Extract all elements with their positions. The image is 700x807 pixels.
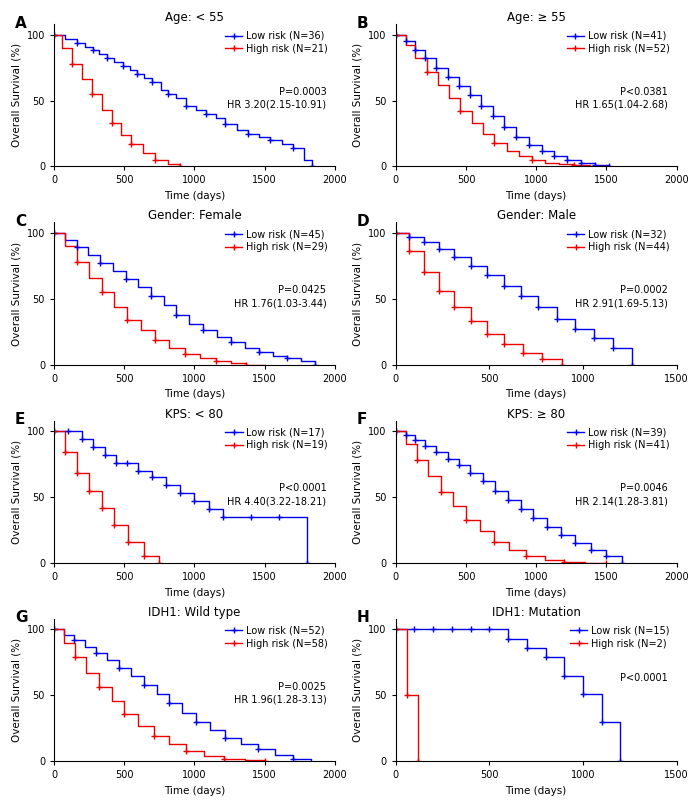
X-axis label: Time (days): Time (days) <box>164 786 225 796</box>
Title: IDH1: Mutation: IDH1: Mutation <box>491 606 580 619</box>
Text: G: G <box>15 610 27 625</box>
Legend: Low risk (N=17), High risk (N=19): Low risk (N=17), High risk (N=19) <box>223 425 330 453</box>
X-axis label: Time (days): Time (days) <box>164 191 225 201</box>
Text: P=0.0425
HR 1.76(1.03-3.44): P=0.0425 HR 1.76(1.03-3.44) <box>234 285 326 308</box>
X-axis label: Time (days): Time (days) <box>505 389 567 399</box>
Y-axis label: Overall Survival (%): Overall Survival (%) <box>353 638 363 742</box>
X-axis label: Time (days): Time (days) <box>505 587 567 598</box>
Title: Gender: Female: Gender: Female <box>148 209 241 223</box>
Text: B: B <box>356 15 368 31</box>
Title: IDH1: Wild type: IDH1: Wild type <box>148 606 241 619</box>
Text: P<0.0001: P<0.0001 <box>620 673 668 683</box>
Text: C: C <box>15 214 26 229</box>
Text: P<0.0381
HR 1.65(1.04-2.68): P<0.0381 HR 1.65(1.04-2.68) <box>575 86 668 110</box>
Title: Age: < 55: Age: < 55 <box>165 11 224 24</box>
Text: F: F <box>356 412 367 427</box>
Text: P<0.0001
HR 4.40(3.22-18.21): P<0.0001 HR 4.40(3.22-18.21) <box>228 483 326 507</box>
Legend: Low risk (N=36), High risk (N=21): Low risk (N=36), High risk (N=21) <box>223 29 330 56</box>
Legend: Low risk (N=52), High risk (N=58): Low risk (N=52), High risk (N=58) <box>223 624 330 650</box>
Title: Age: ≥ 55: Age: ≥ 55 <box>507 11 566 24</box>
Y-axis label: Overall Survival (%): Overall Survival (%) <box>11 241 21 345</box>
Legend: Low risk (N=32), High risk (N=44): Low risk (N=32), High risk (N=44) <box>565 228 672 254</box>
Y-axis label: Overall Survival (%): Overall Survival (%) <box>353 440 363 544</box>
Legend: Low risk (N=15), High risk (N=2): Low risk (N=15), High risk (N=2) <box>568 624 672 650</box>
Title: KPS: < 80: KPS: < 80 <box>165 408 223 420</box>
Legend: Low risk (N=45), High risk (N=29): Low risk (N=45), High risk (N=29) <box>223 228 330 254</box>
Y-axis label: Overall Survival (%): Overall Survival (%) <box>353 241 363 345</box>
Legend: Low risk (N=39), High risk (N=41): Low risk (N=39), High risk (N=41) <box>565 425 672 453</box>
X-axis label: Time (days): Time (days) <box>505 191 567 201</box>
Text: P=0.0046
HR 2.14(1.28-3.81): P=0.0046 HR 2.14(1.28-3.81) <box>575 483 668 507</box>
Title: KPS: ≥ 80: KPS: ≥ 80 <box>507 408 565 420</box>
Text: P=0.0003
HR 3.20(2.15-10.91): P=0.0003 HR 3.20(2.15-10.91) <box>228 86 326 110</box>
X-axis label: Time (days): Time (days) <box>164 587 225 598</box>
Y-axis label: Overall Survival (%): Overall Survival (%) <box>11 638 21 742</box>
Text: P=0.0025
HR 1.96(1.28-3.13): P=0.0025 HR 1.96(1.28-3.13) <box>234 682 326 705</box>
Text: P=0.0002
HR 2.91(1.69-5.13): P=0.0002 HR 2.91(1.69-5.13) <box>575 285 668 308</box>
Legend: Low risk (N=41), High risk (N=52): Low risk (N=41), High risk (N=52) <box>565 29 672 56</box>
Y-axis label: Overall Survival (%): Overall Survival (%) <box>353 44 363 148</box>
X-axis label: Time (days): Time (days) <box>505 786 567 796</box>
Y-axis label: Overall Survival (%): Overall Survival (%) <box>11 44 21 148</box>
Text: E: E <box>15 412 25 427</box>
Text: H: H <box>356 610 369 625</box>
Text: A: A <box>15 15 27 31</box>
X-axis label: Time (days): Time (days) <box>164 389 225 399</box>
Title: Gender: Male: Gender: Male <box>496 209 575 223</box>
Text: D: D <box>356 214 369 229</box>
Y-axis label: Overall Survival (%): Overall Survival (%) <box>11 440 21 544</box>
